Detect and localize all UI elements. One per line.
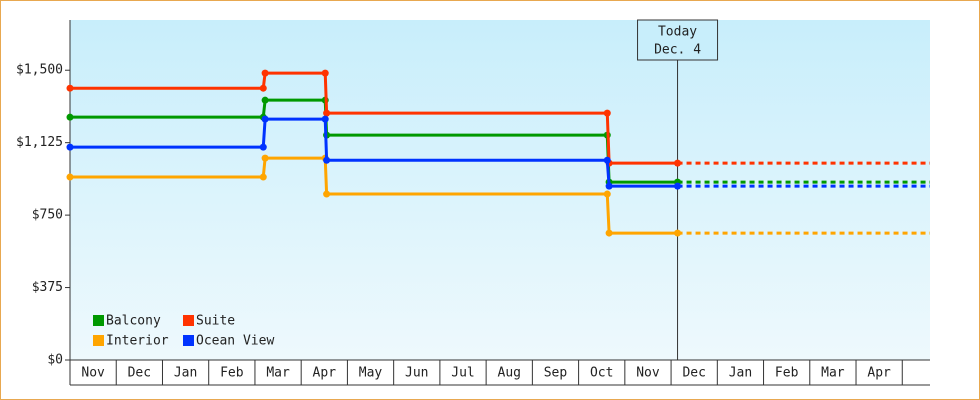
point xyxy=(66,173,74,181)
legend-label: Suite xyxy=(196,314,235,329)
x-tick-label: Jul xyxy=(451,366,474,381)
x-tick-label: Dec xyxy=(128,366,151,381)
legend-swatch xyxy=(93,335,104,346)
point xyxy=(66,143,74,151)
point xyxy=(66,113,74,121)
y-tick-label: $750 xyxy=(32,208,63,223)
legend-swatch xyxy=(183,335,194,346)
x-tick-label: Feb xyxy=(220,366,244,381)
point xyxy=(605,229,613,237)
point xyxy=(323,156,331,164)
legend-swatch xyxy=(183,315,194,326)
point xyxy=(674,159,682,167)
x-tick-label: Apr xyxy=(313,366,337,381)
point xyxy=(605,182,613,190)
point xyxy=(259,173,267,181)
y-tick-label: $0 xyxy=(47,353,63,368)
point xyxy=(603,156,611,164)
x-tick-label: Sep xyxy=(544,366,568,381)
point xyxy=(261,115,269,123)
y-tick-label: $1,125 xyxy=(16,135,63,150)
point xyxy=(259,143,267,151)
point xyxy=(261,96,269,104)
point xyxy=(321,69,329,77)
legend-label: Balcony xyxy=(106,314,161,329)
legend-label: Ocean View xyxy=(196,334,274,349)
point xyxy=(321,115,329,123)
point xyxy=(261,69,269,77)
point xyxy=(259,84,267,92)
legend-label: Interior xyxy=(106,334,169,349)
x-tick-label: Nov xyxy=(81,366,105,381)
x-tick-label: Mar xyxy=(821,366,845,381)
plot-area xyxy=(70,20,930,360)
point xyxy=(323,190,331,198)
x-tick-label: Oct xyxy=(590,366,613,381)
x-tick-label: Apr xyxy=(867,366,891,381)
y-tick-label: $1,500 xyxy=(16,63,63,78)
x-tick-label: Aug xyxy=(498,366,521,381)
y-tick-label: $375 xyxy=(32,280,63,295)
x-tick-label: Jun xyxy=(405,366,428,381)
x-tick-label: Jan xyxy=(174,366,197,381)
x-tick-label: Dec xyxy=(682,366,705,381)
legend-swatch xyxy=(93,315,104,326)
x-tick-label: Nov xyxy=(636,366,660,381)
series-line xyxy=(70,117,678,188)
point xyxy=(674,182,682,190)
x-tick-label: Mar xyxy=(266,366,290,381)
x-tick-label: Jan xyxy=(729,366,752,381)
today-box xyxy=(637,19,719,61)
point xyxy=(674,229,682,237)
point xyxy=(323,109,331,117)
point xyxy=(603,109,611,117)
today-label: Dec. 4 xyxy=(654,43,701,58)
point xyxy=(603,190,611,198)
x-tick-label: Feb xyxy=(775,366,799,381)
today-label: Today xyxy=(658,25,697,40)
point xyxy=(261,154,269,162)
x-tick-label: May xyxy=(359,366,383,381)
point xyxy=(66,84,74,92)
